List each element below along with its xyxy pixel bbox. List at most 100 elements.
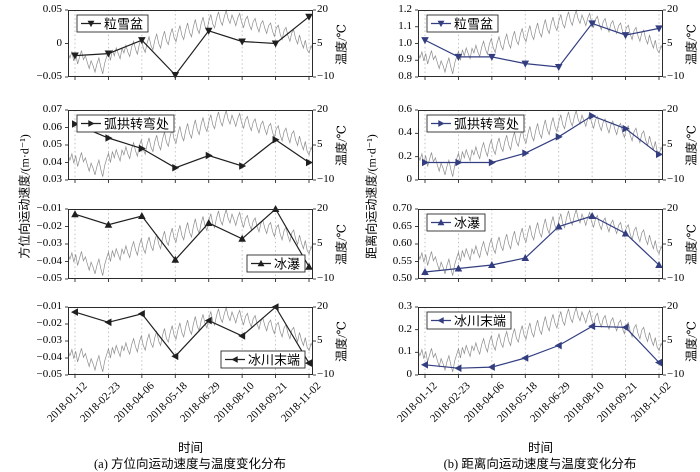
y-tick-label: 0.06 bbox=[42, 120, 62, 133]
y-tick-label: 0.2 bbox=[398, 322, 412, 335]
axes-frame bbox=[68, 209, 313, 279]
y-tick-label: 0.05 bbox=[42, 3, 62, 15]
y-tick-label: −0.03 bbox=[36, 237, 62, 249]
temperature-axis-label: 温度/℃ bbox=[684, 224, 699, 265]
triangle-left-marker bbox=[521, 354, 529, 362]
triangle-up-marker bbox=[655, 261, 663, 268]
y-tick-label: −0.04 bbox=[36, 254, 62, 267]
velocity-line bbox=[425, 115, 660, 164]
triangle-right-marker bbox=[239, 162, 247, 170]
velocity-line bbox=[74, 123, 310, 169]
triangle-up-marker bbox=[621, 229, 630, 237]
triangle-left-marker bbox=[554, 341, 562, 350]
panel-a2-plot: 弧拱转弯处 bbox=[65, 109, 316, 183]
legend-a3: 冰瀑 bbox=[246, 254, 306, 273]
y-tick-label: 0 bbox=[406, 368, 413, 380]
temperature-tick-label: −10 bbox=[317, 272, 335, 284]
triangle-down-marker bbox=[271, 40, 280, 48]
temperature-tick-label: 5 bbox=[667, 334, 673, 346]
y-tick-label: −0.04 bbox=[36, 351, 62, 363]
temperature-tick-label: −10 bbox=[317, 70, 335, 82]
temperature-line bbox=[67, 306, 314, 372]
temperature-tick-label: 5 bbox=[317, 36, 323, 49]
panel-b2-plot: 弧拱转弯处 bbox=[415, 109, 666, 183]
temperature-tick-label: 5 bbox=[667, 237, 673, 249]
legend-label: 冰川末端 bbox=[248, 353, 300, 368]
triangle-up-marker bbox=[271, 205, 280, 212]
temperature-tick-label: 20 bbox=[667, 202, 678, 214]
y-tick-label: 0.8 bbox=[398, 70, 412, 82]
triangle-down-marker bbox=[104, 50, 113, 58]
legend-b3: 冰瀑 bbox=[426, 213, 486, 232]
triangle-up-marker bbox=[71, 210, 79, 218]
caption-subfigure-a: (a) 方位向运动速度与温度变化分布 bbox=[94, 457, 286, 471]
temperature-tick-label: −10 bbox=[317, 368, 335, 380]
temperature-tick-label: −10 bbox=[317, 173, 335, 185]
triangle-down-marker bbox=[454, 53, 463, 61]
x-axis-title-a: 时间 bbox=[177, 441, 203, 455]
legend-label: 弧拱转弯处 bbox=[454, 117, 519, 132]
legend-b2: 弧拱转弯处 bbox=[426, 114, 525, 133]
triangle-left-marker bbox=[238, 332, 246, 340]
temperature-line bbox=[417, 9, 664, 74]
y-tick-label: 0.6 bbox=[398, 103, 412, 115]
legend-label: 冰川末端 bbox=[454, 314, 506, 329]
y-tick-label: 0 bbox=[406, 173, 413, 185]
triangle-down-marker bbox=[71, 52, 79, 60]
y-tick-label: 0.1 bbox=[398, 345, 412, 358]
axes-frame bbox=[418, 10, 663, 77]
legend-b1: 粒雪盆 bbox=[426, 14, 499, 33]
temperature-tick-label: 20 bbox=[667, 103, 678, 115]
axes-frame bbox=[418, 209, 663, 279]
y-tick-label: 0.05 bbox=[42, 138, 62, 150]
triangle-up-marker bbox=[588, 212, 596, 219]
triangle-up-marker bbox=[521, 254, 530, 261]
panel-b4-plot: 冰川末端 bbox=[415, 306, 666, 378]
triangle-up-marker bbox=[305, 262, 313, 270]
triangle-left-marker bbox=[171, 352, 179, 361]
temperature-axis-label: 温度/℃ bbox=[334, 321, 349, 362]
temperature-axis-label: 温度/℃ bbox=[684, 321, 699, 362]
triangle-right-marker bbox=[422, 158, 429, 167]
y-tick-label: −0.02 bbox=[36, 219, 62, 232]
triangle-left-marker bbox=[104, 318, 112, 327]
triangle-right-marker bbox=[589, 112, 597, 120]
temperature-tick-label: 20 bbox=[317, 202, 328, 214]
panel-a1-plot: 粒雪盆 bbox=[65, 9, 316, 80]
velocity-line bbox=[74, 16, 310, 76]
triangle-right-marker bbox=[172, 163, 180, 172]
triangle-right-marker bbox=[138, 144, 146, 153]
legend-b4: 冰川末端 bbox=[426, 311, 512, 330]
legend-a4: 冰川末端 bbox=[220, 350, 306, 369]
y-tick-label: −0.02 bbox=[36, 317, 62, 329]
y-tick-label: 0.2 bbox=[398, 149, 412, 162]
panel-a4-plot: 冰川末端 bbox=[65, 303, 316, 378]
triangle-up-marker bbox=[421, 268, 429, 275]
temperature-tick-label: −10 bbox=[667, 368, 685, 380]
temperature-tick-label: 20 bbox=[317, 103, 328, 115]
velocity-line bbox=[74, 208, 310, 268]
velocity-line bbox=[424, 215, 660, 273]
y-tick-label: 0.4 bbox=[398, 126, 412, 139]
panel-a3-plot: 冰瀑 bbox=[65, 205, 316, 282]
temperature-line bbox=[67, 209, 314, 276]
y-tick-label: 1.2 bbox=[398, 3, 412, 15]
y-tick-label: 0.04 bbox=[42, 155, 62, 168]
y-tick-label: 1.1 bbox=[398, 19, 412, 32]
triangle-up-marker bbox=[204, 219, 213, 226]
triangle-down-marker bbox=[655, 25, 663, 33]
temperature-tick-label: 5 bbox=[667, 138, 673, 150]
y-tick-label: 0.07 bbox=[42, 103, 62, 115]
triangle-down-marker bbox=[421, 37, 429, 45]
triangle-left-marker bbox=[487, 363, 495, 371]
y-tick-label: −0.01 bbox=[36, 202, 62, 214]
y-tick-label: 0.50 bbox=[392, 272, 412, 284]
triangle-down-marker bbox=[238, 38, 246, 46]
temperature-tick-label: 20 bbox=[317, 300, 328, 312]
velocity-line bbox=[74, 306, 310, 364]
triangle-down-marker bbox=[554, 63, 563, 71]
triangle-right-marker bbox=[555, 133, 563, 141]
triangle-down-marker bbox=[521, 60, 530, 68]
triangle-right-marker bbox=[622, 124, 630, 133]
axes-frame bbox=[418, 110, 663, 180]
